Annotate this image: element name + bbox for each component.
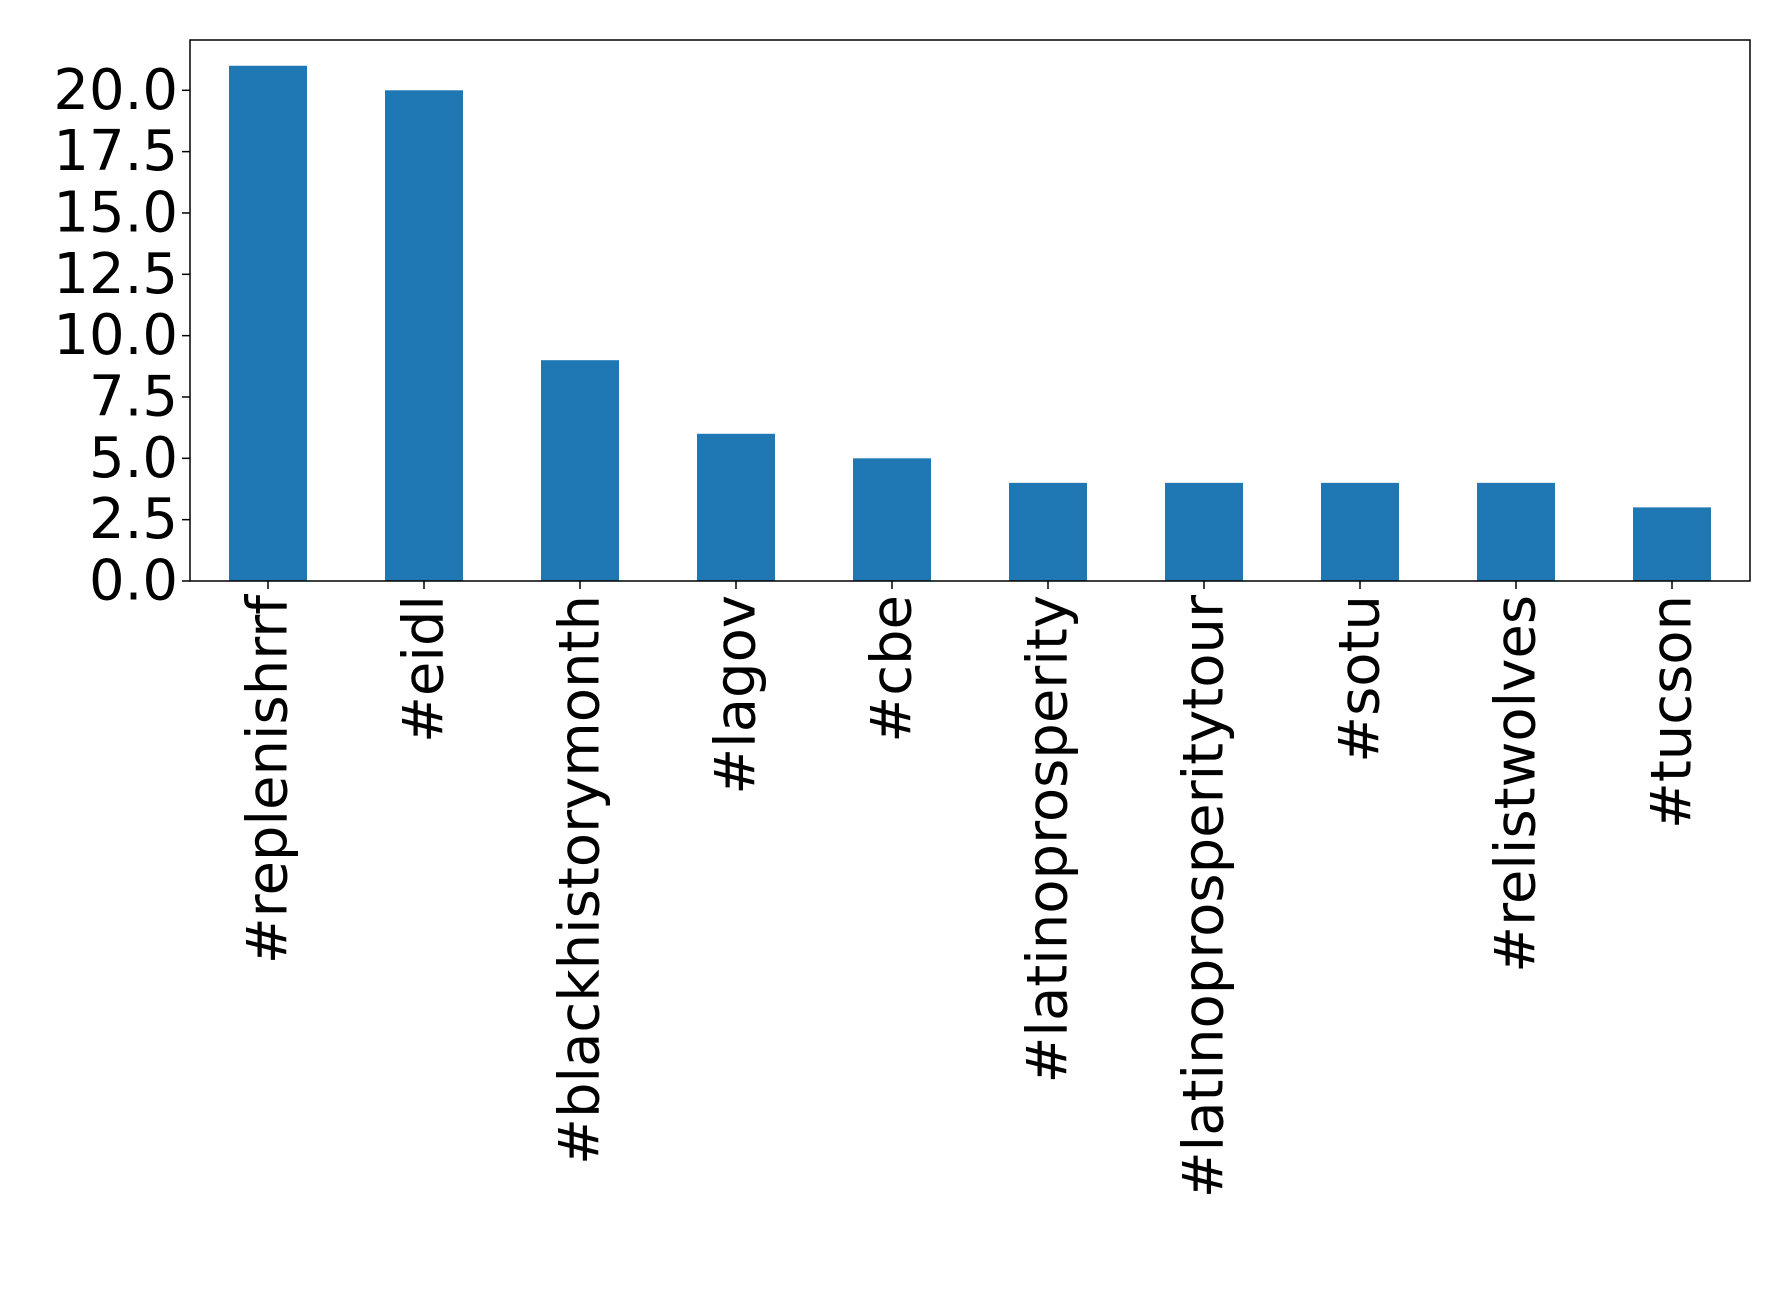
x-tick-label: #tucson <box>1640 595 1705 829</box>
x-tick-label: #latinoprosperitytour <box>1172 594 1237 1198</box>
y-axis: 0.02.55.07.510.012.515.017.520.0 <box>53 58 190 614</box>
x-tick-label: #cbe <box>860 595 925 743</box>
y-tick-label: 10.0 <box>53 303 178 368</box>
plot-area-frame <box>189 39 1751 582</box>
bar <box>385 90 463 581</box>
bar <box>1165 482 1243 581</box>
x-axis: #replenishrrf #eidl #blackhistorymonth #lag… <box>236 581 1705 1198</box>
y-tick-label: 7.5 <box>89 364 178 429</box>
y-tick-label: 15.0 <box>53 180 178 245</box>
x-tick-label: #sotu <box>1328 595 1393 763</box>
bar <box>1633 507 1711 581</box>
bar <box>697 433 775 581</box>
bars-group <box>229 65 1711 581</box>
x-tick-label: #relistwolves <box>1484 595 1549 973</box>
y-tick-label: 12.5 <box>53 242 178 307</box>
bar <box>229 65 307 581</box>
bar <box>853 458 931 581</box>
y-tick-label: 2.5 <box>89 487 178 552</box>
bar <box>541 360 619 581</box>
x-tick-label: #eidl <box>392 595 457 743</box>
x-tick-label: #replenishrrf <box>236 594 301 965</box>
x-tick-label: #blackhistorymonth <box>548 595 613 1165</box>
y-tick-label: 0.0 <box>89 549 178 614</box>
x-tick-label: #lagov <box>704 595 769 795</box>
y-tick-label: 20.0 <box>53 58 178 123</box>
bar <box>1477 482 1555 581</box>
bar <box>1009 482 1087 581</box>
y-tick-label: 5.0 <box>89 426 178 491</box>
y-tick-label: 17.5 <box>53 119 178 184</box>
bar <box>1321 482 1399 581</box>
x-tick-label: #latinoprosperity <box>1016 595 1081 1084</box>
